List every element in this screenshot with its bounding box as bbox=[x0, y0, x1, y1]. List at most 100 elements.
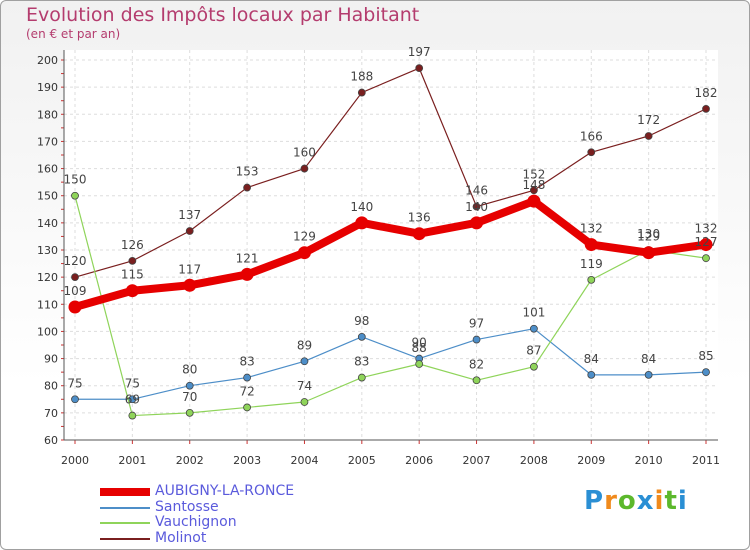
data-point bbox=[355, 216, 369, 230]
logo-letter: i bbox=[654, 486, 665, 516]
data-label: 84 bbox=[641, 352, 656, 366]
data-point bbox=[415, 360, 424, 368]
x-tick-label: 2010 bbox=[635, 454, 663, 467]
x-tick-label: 2008 bbox=[520, 454, 548, 467]
legend-swatch bbox=[100, 522, 150, 524]
data-point bbox=[357, 88, 366, 97]
data-label: 72 bbox=[239, 384, 254, 398]
logo-letter: r bbox=[604, 486, 618, 516]
legend-swatch bbox=[100, 506, 150, 509]
data-point bbox=[300, 357, 309, 366]
y-tick-label: 130 bbox=[37, 244, 58, 257]
data-point bbox=[71, 191, 79, 200]
data-point bbox=[357, 332, 366, 341]
chart-subtitle: (en € et par an) bbox=[26, 27, 121, 41]
series-line-santosse bbox=[75, 328, 707, 400]
data-label: 126 bbox=[121, 238, 144, 252]
y-tick-label: 60 bbox=[44, 434, 58, 447]
chart-title: Evolution des Impôts locaux par Habitant bbox=[26, 4, 420, 26]
data-label: 153 bbox=[236, 165, 259, 179]
data-point bbox=[68, 300, 82, 314]
x-tick-label: 2009 bbox=[577, 454, 605, 467]
data-point bbox=[470, 216, 484, 230]
y-tick-label: 150 bbox=[37, 190, 58, 203]
data-label: 101 bbox=[522, 306, 545, 320]
x-tick-label: 2011 bbox=[692, 454, 720, 467]
data-label: 152 bbox=[522, 167, 545, 181]
y-tick-label: 160 bbox=[37, 163, 58, 176]
data-point bbox=[644, 370, 653, 379]
data-point bbox=[702, 104, 710, 113]
legend-label: Molinot bbox=[155, 529, 207, 546]
data-label: 89 bbox=[297, 338, 312, 352]
y-tick-label: 190 bbox=[37, 81, 58, 94]
data-label: 87 bbox=[526, 344, 541, 358]
data-point bbox=[587, 370, 596, 379]
data-point bbox=[699, 238, 713, 252]
data-point bbox=[530, 186, 538, 195]
data-label: 119 bbox=[580, 257, 603, 271]
data-point bbox=[584, 238, 598, 252]
data-label: 129 bbox=[293, 230, 316, 244]
data-label: 84 bbox=[584, 352, 599, 366]
data-label: 129 bbox=[637, 230, 660, 244]
x-tick-label: 2007 bbox=[463, 454, 491, 467]
x-tick-label: 2002 bbox=[176, 454, 204, 467]
data-label: 197 bbox=[408, 45, 431, 59]
x-tick-label: 2004 bbox=[290, 454, 318, 467]
data-label: 166 bbox=[580, 129, 603, 143]
y-tick-label: 80 bbox=[44, 380, 58, 393]
data-point bbox=[702, 254, 710, 263]
data-point bbox=[415, 64, 424, 73]
data-label: 83 bbox=[239, 355, 254, 369]
proxiti-logo: Proxiti bbox=[584, 486, 688, 516]
data-point bbox=[297, 246, 311, 260]
data-label: 83 bbox=[354, 355, 369, 369]
x-tick-label: 2003 bbox=[233, 454, 261, 467]
logo-letter: x bbox=[636, 486, 655, 516]
data-label: 70 bbox=[182, 390, 197, 404]
data-label: 120 bbox=[64, 254, 87, 268]
data-point bbox=[702, 368, 710, 377]
data-label: 140 bbox=[350, 200, 373, 214]
data-point bbox=[644, 132, 653, 140]
data-point bbox=[243, 183, 251, 192]
logo-letter: i bbox=[677, 486, 688, 516]
data-point bbox=[530, 362, 538, 371]
data-label: 150 bbox=[64, 173, 87, 187]
logo-letter: o bbox=[617, 486, 637, 516]
data-point bbox=[128, 395, 137, 404]
series-line-aubigny-la-ronce bbox=[73, 197, 707, 311]
data-label: 130 bbox=[637, 227, 660, 241]
data-label: 140 bbox=[465, 200, 488, 214]
data-point bbox=[71, 273, 79, 282]
data-point bbox=[472, 376, 481, 385]
data-point bbox=[243, 373, 251, 382]
data-label: 160 bbox=[293, 146, 316, 160]
data-label: 132 bbox=[695, 222, 718, 236]
data-label: 182 bbox=[695, 86, 718, 100]
y-tick-label: 180 bbox=[37, 108, 58, 121]
legend-label: Vauchignon bbox=[155, 514, 237, 530]
data-point bbox=[357, 373, 366, 382]
data-point bbox=[125, 284, 139, 298]
x-tick-label: 2006 bbox=[405, 454, 433, 467]
data-label: 97 bbox=[469, 317, 484, 331]
x-tick-label: 2000 bbox=[61, 454, 89, 467]
data-point bbox=[71, 395, 79, 404]
data-point bbox=[300, 398, 309, 406]
data-label: 75 bbox=[67, 376, 82, 390]
data-point bbox=[412, 227, 426, 241]
data-point bbox=[587, 148, 596, 157]
y-tick-label: 90 bbox=[44, 353, 58, 366]
data-point bbox=[642, 246, 656, 260]
data-label: 69 bbox=[125, 393, 140, 407]
legend-swatch bbox=[100, 537, 150, 540]
legend-label: Santosse bbox=[155, 498, 219, 515]
data-point bbox=[185, 381, 194, 390]
series-line-molinot bbox=[74, 67, 707, 278]
data-point bbox=[183, 278, 197, 292]
logo-letter: t bbox=[664, 486, 678, 516]
data-label: 74 bbox=[297, 379, 312, 393]
data-label: 148 bbox=[522, 178, 545, 192]
